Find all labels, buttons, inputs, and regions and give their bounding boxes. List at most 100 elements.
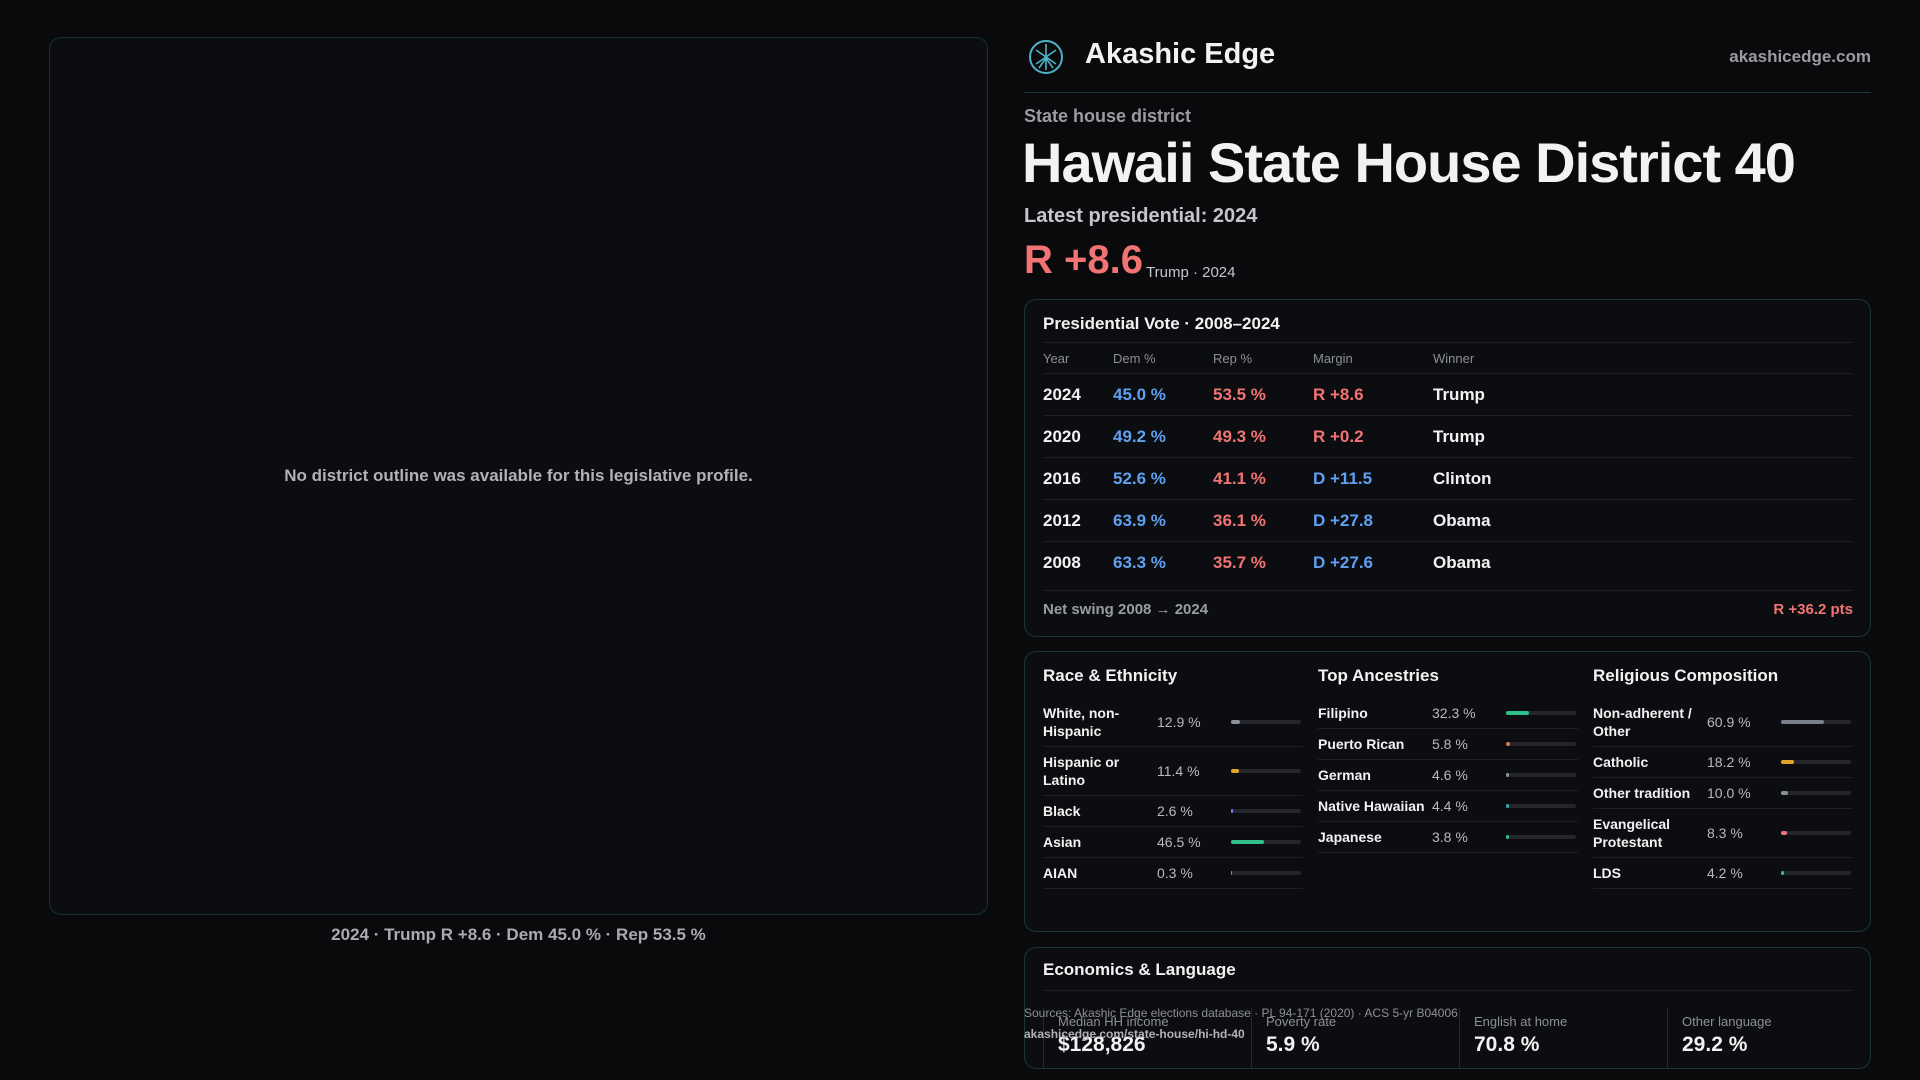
table-cell: 53.5 %: [1213, 384, 1266, 404]
row-label: Asian: [1043, 834, 1082, 850]
table-cell: Obama: [1433, 510, 1491, 530]
latest-label: Latest presidential: 2024: [1024, 205, 1258, 227]
card-title: Economics & Language: [1043, 960, 1236, 979]
row-label: Non-adherent / Other: [1593, 705, 1692, 739]
stat-value: 70.8 %: [1474, 1033, 1540, 1056]
demographic-row: Japanese 3.8 %: [1318, 822, 1578, 853]
demographic-row: Black 2.6 %: [1043, 796, 1303, 827]
demographics-card: Race & Ethnicity White, non-Hispanic 12.9 …: [1024, 651, 1871, 932]
bar-track: [1781, 760, 1851, 764]
stat-label: Poverty rate: [1266, 1014, 1337, 1029]
latest-margin: R +8.6: [1024, 238, 1143, 282]
row-value: 18.2 %: [1707, 754, 1751, 770]
vote-table: Year Dem % Rep % Margin Winner 2024 45.0 % 53.5…: [1043, 342, 1853, 583]
bar-track: [1231, 840, 1301, 844]
divider: [1043, 990, 1853, 991]
row-value: 2.6 %: [1157, 803, 1193, 819]
source-url[interactable]: akashicedge.com/state-house/hi-hd-40: [1024, 1027, 1245, 1041]
bar-track: [1781, 720, 1851, 724]
table-row: 2008 63.3 % 35.7 % D +27.6 Obama: [1043, 541, 1853, 583]
table-cell: Trump: [1433, 384, 1485, 404]
map-panel: No district outline was available for th…: [49, 37, 988, 915]
logo: [1029, 40, 1063, 74]
bar-track: [1506, 835, 1576, 839]
bar: [1506, 804, 1510, 808]
stat-label: Median HH income: [1058, 1014, 1169, 1029]
bar: [1506, 835, 1509, 839]
demographic-column: Religious Composition Non-adherent / Othe…: [1593, 666, 1853, 889]
stat-value: 5.9 %: [1266, 1033, 1320, 1056]
row-label: Other tradition: [1593, 785, 1691, 801]
stat-label: Other language: [1682, 1014, 1772, 1029]
stat-value: $128,826: [1058, 1033, 1146, 1056]
table-cell: 41.1 %: [1213, 468, 1266, 488]
bar-track: [1506, 742, 1576, 746]
table-cell: 2012: [1043, 510, 1081, 530]
table-cell: D +27.8: [1313, 510, 1374, 530]
row-value: 4.6 %: [1432, 767, 1468, 783]
footer-value: R +36.2 pts: [1773, 601, 1853, 618]
bar-track: [1231, 809, 1301, 813]
bar-track: [1781, 791, 1851, 795]
row-label: German: [1318, 767, 1371, 783]
row-label: LDS: [1593, 865, 1621, 881]
demographic-row: Native Hawaiian 4.4 %: [1318, 791, 1578, 822]
demographic-row: White, non-Hispanic 12.9 %: [1043, 698, 1303, 747]
bar: [1231, 809, 1233, 813]
section-title: Race & Ethnicity: [1043, 666, 1178, 685]
table-cell: D +27.6: [1313, 552, 1374, 572]
district-kind: State house district: [1024, 106, 1192, 126]
stat-label: English at home: [1474, 1014, 1568, 1029]
table-cell: Trump: [1433, 426, 1485, 446]
row-label: White, non-Hispanic: [1043, 705, 1120, 739]
table-row: 2020 49.2 % 49.3 % R +0.2 Trump: [1043, 415, 1853, 457]
brand: Akashic Edge: [1085, 38, 1276, 70]
row-value: 60.9 %: [1707, 714, 1751, 730]
row-value: 10.0 %: [1707, 785, 1751, 801]
table-cell: Clinton: [1433, 468, 1492, 488]
table-cell: 35.7 %: [1213, 552, 1266, 572]
row-value: 12.9 %: [1157, 714, 1201, 730]
column-header: Winner: [1433, 350, 1475, 366]
bar-track: [1781, 831, 1851, 835]
stat-value: 29.2 %: [1682, 1033, 1748, 1056]
bar: [1231, 720, 1241, 724]
demographic-row: Asian 46.5 %: [1043, 827, 1303, 858]
table-cell: 2020: [1043, 426, 1081, 446]
table-cell: 52.6 %: [1113, 468, 1166, 488]
bar: [1506, 742, 1511, 746]
table-row: 2012 63.9 % 36.1 % D +27.8 Obama: [1043, 499, 1853, 541]
table-cell: 63.9 %: [1113, 510, 1166, 530]
bar: [1506, 711, 1529, 715]
demographic-row: Hispanic or Latino 11.4 %: [1043, 747, 1303, 796]
bar: [1781, 871, 1784, 875]
row-label: Catholic: [1593, 754, 1649, 770]
table-header: Year Dem % Rep % Margin Winner: [1043, 343, 1853, 373]
row-label: Evangelical Protestant: [1593, 816, 1671, 850]
table-cell: R +8.6: [1313, 384, 1364, 404]
column-header: Margin: [1313, 350, 1353, 366]
row-value: 0.3 %: [1157, 865, 1193, 881]
demographics: Race & Ethnicity White, non-Hispanic 12.9 …: [1043, 666, 1853, 916]
column-header: Rep %: [1213, 350, 1253, 366]
demographic-row: Catholic 18.2 %: [1593, 747, 1853, 778]
table-cell: 2016: [1043, 468, 1081, 488]
bar: [1231, 769, 1239, 773]
demographic-row: LDS 4.2 %: [1593, 858, 1853, 889]
table-cell: 63.3 %: [1113, 552, 1166, 572]
row-value: 46.5 %: [1157, 834, 1201, 850]
district-name: Hawaii State House District 40: [1022, 131, 1796, 194]
bar-track: [1781, 871, 1851, 875]
source-text: Sources: Akashic Edge elections database…: [1024, 1006, 1458, 1020]
vote-card: Presidential Vote · 2008–2024 Year Dem % R…: [1024, 299, 1871, 637]
row-value: 32.3 %: [1432, 705, 1476, 721]
table-footer: Net swing 2008 → 2024 R +36.2 pts: [1043, 590, 1853, 618]
table-cell: D +11.5: [1313, 468, 1373, 488]
domain[interactable]: akashicedge.com: [1729, 47, 1871, 66]
row-label: Black: [1043, 803, 1081, 819]
stat: Other language 29.2 %: [1667, 1008, 1772, 1068]
demographic-column: Top Ancestries Filipino 32.3 % Puerto Rican…: [1318, 666, 1578, 853]
table-row: 2024 45.0 % 53.5 % R +8.6 Trump: [1043, 373, 1853, 415]
demographic-row: Other tradition 10.0 %: [1593, 778, 1853, 809]
